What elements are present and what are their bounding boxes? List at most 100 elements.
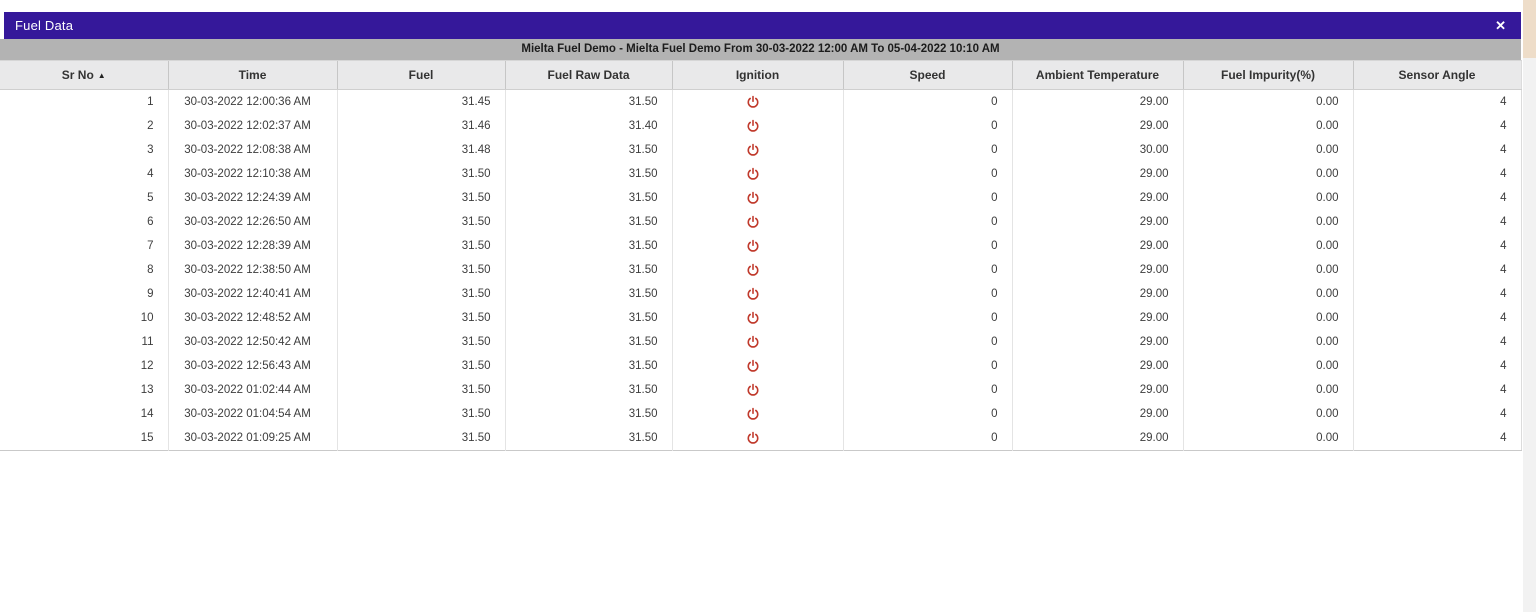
report-caption: Mielta Fuel Demo - Mielta Fuel Demo From… bbox=[0, 39, 1521, 60]
cell-fuel: 31.50 bbox=[336, 186, 505, 210]
cell-fuel-impurity: 0.00 bbox=[1182, 306, 1353, 330]
cell-time: 30-03-2022 12:26:50 AM bbox=[167, 210, 337, 234]
cell-fuel-raw-data: 31.40 bbox=[504, 114, 672, 138]
cell-fuel-raw-data: 31.50 bbox=[504, 426, 672, 451]
cell-fuel-raw-data: 31.50 bbox=[504, 354, 672, 378]
cell-sensor-angle: 4 bbox=[1352, 162, 1521, 186]
cell-time: 30-03-2022 12:02:37 AM bbox=[167, 114, 337, 138]
power-icon bbox=[747, 215, 758, 228]
cell-ignition bbox=[671, 402, 843, 426]
cell-fuel-impurity: 0.00 bbox=[1182, 354, 1353, 378]
cell-ambient-temperature: 29.00 bbox=[1011, 330, 1183, 354]
close-button[interactable]: ✕ bbox=[1491, 17, 1510, 34]
cell-fuel-impurity: 0.00 bbox=[1182, 162, 1353, 186]
cell-fuel-impurity: 0.00 bbox=[1182, 234, 1353, 258]
table-row: 7 30-03-2022 12:28:39 AM 31.50 31.50 0 29.00… bbox=[0, 234, 1521, 258]
cell-ambient-temperature: 29.00 bbox=[1011, 210, 1183, 234]
power-icon bbox=[747, 359, 758, 372]
cell-fuel-impurity: 0.00 bbox=[1182, 402, 1353, 426]
page-scrollbar-track[interactable] bbox=[1523, 0, 1536, 612]
column-header-ambient-temperature[interactable]: Ambient Temperature bbox=[1011, 60, 1183, 90]
power-icon bbox=[747, 287, 758, 300]
sort-asc-icon: ▲ bbox=[97, 71, 106, 80]
column-header-sr-no[interactable]: Sr No ▲ bbox=[0, 60, 168, 90]
cell-sensor-angle: 4 bbox=[1352, 210, 1521, 234]
column-label: Sr No bbox=[61, 68, 94, 82]
cell-time: 30-03-2022 12:48:52 AM bbox=[167, 306, 337, 330]
table-row: 12 30-03-2022 12:56:43 AM 31.50 31.50 0 29.0… bbox=[0, 354, 1521, 378]
cell-ambient-temperature: 29.00 bbox=[1011, 89, 1183, 114]
cell-ambient-temperature: 29.00 bbox=[1011, 114, 1183, 138]
cell-time: 30-03-2022 01:02:44 AM bbox=[167, 378, 337, 402]
column-header-sensor-angle[interactable]: Sensor Angle bbox=[1352, 60, 1521, 90]
cell-time: 30-03-2022 12:50:42 AM bbox=[167, 330, 337, 354]
cell-ambient-temperature: 29.00 bbox=[1011, 162, 1183, 186]
column-label: Sensor Angle bbox=[1398, 68, 1476, 82]
cell-sr-no: 5 bbox=[0, 186, 168, 210]
power-icon bbox=[747, 191, 758, 204]
cell-fuel-raw-data: 31.50 bbox=[504, 89, 672, 114]
cell-time: 30-03-2022 12:00:36 AM bbox=[167, 89, 337, 114]
column-header-time[interactable]: Time bbox=[167, 60, 337, 90]
power-icon bbox=[747, 311, 758, 324]
cell-speed: 0 bbox=[842, 402, 1012, 426]
column-header-fuel-impurity[interactable]: Fuel Impurity(%) bbox=[1182, 60, 1353, 90]
cell-fuel-raw-data: 31.50 bbox=[504, 306, 672, 330]
cell-sr-no: 10 bbox=[0, 306, 168, 330]
cell-sr-no: 8 bbox=[0, 258, 168, 282]
cell-speed: 0 bbox=[842, 378, 1012, 402]
cell-ambient-temperature: 29.00 bbox=[1011, 354, 1183, 378]
cell-ambient-temperature: 29.00 bbox=[1011, 402, 1183, 426]
table-row: 11 30-03-2022 12:50:42 AM 31.50 31.50 0 29.0… bbox=[0, 330, 1521, 354]
cell-fuel-impurity: 0.00 bbox=[1182, 210, 1353, 234]
cell-fuel-raw-data: 31.50 bbox=[504, 330, 672, 354]
cell-speed: 0 bbox=[842, 330, 1012, 354]
table-row: 4 30-03-2022 12:10:38 AM 31.50 31.50 0 29.00… bbox=[0, 162, 1521, 186]
cell-fuel: 31.50 bbox=[336, 258, 505, 282]
cell-sensor-angle: 4 bbox=[1352, 114, 1521, 138]
power-icon bbox=[747, 335, 758, 348]
cell-time: 30-03-2022 12:10:38 AM bbox=[167, 162, 337, 186]
table-row: 5 30-03-2022 12:24:39 AM 31.50 31.50 0 29.00… bbox=[0, 186, 1521, 210]
cell-sensor-angle: 4 bbox=[1352, 402, 1521, 426]
cell-ambient-temperature: 29.00 bbox=[1011, 186, 1183, 210]
cell-ignition bbox=[671, 258, 843, 282]
column-label: Fuel bbox=[408, 68, 434, 82]
power-icon bbox=[747, 407, 758, 420]
cell-ambient-temperature: 29.00 bbox=[1011, 306, 1183, 330]
table-row: 3 30-03-2022 12:08:38 AM 31.48 31.50 0 30.00… bbox=[0, 138, 1521, 162]
cell-sensor-angle: 4 bbox=[1352, 138, 1521, 162]
table-row: 10 30-03-2022 12:48:52 AM 31.50 31.50 0 29.0… bbox=[0, 306, 1521, 330]
cell-ignition bbox=[671, 162, 843, 186]
cell-speed: 0 bbox=[842, 162, 1012, 186]
cell-fuel-raw-data: 31.50 bbox=[504, 234, 672, 258]
page-scrollbar-top-segment bbox=[1523, 0, 1536, 58]
column-header-fuel[interactable]: Fuel bbox=[336, 60, 505, 90]
power-icon bbox=[747, 383, 758, 396]
cell-fuel-impurity: 0.00 bbox=[1182, 330, 1353, 354]
cell-sensor-angle: 4 bbox=[1352, 234, 1521, 258]
cell-fuel: 31.50 bbox=[336, 330, 505, 354]
cell-speed: 0 bbox=[842, 138, 1012, 162]
cell-speed: 0 bbox=[842, 282, 1012, 306]
column-header-fuel-raw-data[interactable]: Fuel Raw Data bbox=[504, 60, 672, 90]
cell-ignition bbox=[671, 354, 843, 378]
cell-sr-no: 2 bbox=[0, 114, 168, 138]
cell-sr-no: 1 bbox=[0, 89, 168, 114]
cell-fuel-impurity: 0.00 bbox=[1182, 426, 1353, 451]
cell-sr-no: 15 bbox=[0, 426, 168, 451]
cell-fuel-impurity: 0.00 bbox=[1182, 114, 1353, 138]
cell-fuel: 31.50 bbox=[336, 306, 505, 330]
power-icon bbox=[747, 119, 758, 132]
cell-time: 30-03-2022 12:08:38 AM bbox=[167, 138, 337, 162]
table-body: 1 30-03-2022 12:00:36 AM 31.45 31.50 0 29.00… bbox=[0, 89, 1521, 451]
cell-ignition bbox=[671, 234, 843, 258]
cell-speed: 0 bbox=[842, 114, 1012, 138]
cell-time: 30-03-2022 01:04:54 AM bbox=[167, 402, 337, 426]
cell-fuel: 31.50 bbox=[336, 426, 505, 451]
cell-sensor-angle: 4 bbox=[1352, 330, 1521, 354]
column-header-ignition[interactable]: Ignition bbox=[671, 60, 843, 90]
cell-fuel: 31.50 bbox=[336, 402, 505, 426]
cell-ignition bbox=[671, 306, 843, 330]
column-header-speed[interactable]: Speed bbox=[842, 60, 1012, 90]
